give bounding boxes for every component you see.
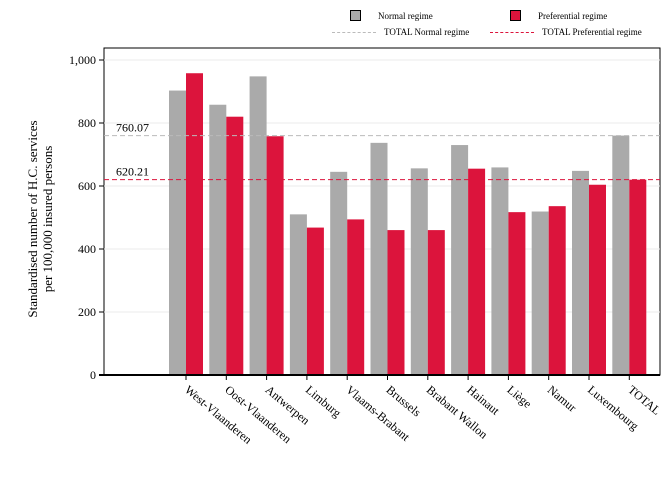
bar-normal — [249, 76, 267, 375]
legend-item-preferential: Preferential regime — [510, 10, 607, 21]
legend-swatch-preferential — [510, 10, 521, 21]
bar-preferential — [508, 212, 526, 375]
bar-normal — [289, 214, 307, 375]
bar-normal — [410, 168, 428, 375]
x-tick-label: Liège — [504, 383, 534, 411]
bar-normal — [491, 167, 509, 375]
reference-line-label: 760.07 — [116, 121, 149, 135]
bar-normal — [209, 104, 227, 375]
bar-normal — [330, 171, 348, 375]
bar-preferential — [186, 73, 203, 375]
bar-preferential — [387, 230, 405, 375]
legend-swatch-normal — [350, 10, 361, 21]
legend-item-total-preferential: TOTAL Preferential regime — [490, 27, 642, 37]
bar-preferential — [629, 179, 647, 375]
legend-item-total-normal: TOTAL Normal regime — [332, 27, 469, 37]
y-tick-label: 200 — [78, 305, 96, 319]
bar-preferential — [589, 184, 606, 375]
bar-preferential — [468, 168, 486, 375]
bar-normal — [451, 145, 469, 375]
bar-normal — [531, 211, 549, 375]
bar-preferential — [226, 116, 244, 375]
bar-preferential — [347, 219, 365, 375]
y-tick-label: 600 — [78, 179, 96, 193]
y-tick-label: 0 — [90, 368, 96, 382]
reference-line-label: 620.21 — [116, 165, 149, 179]
legend: Normal regime Preferential regime TOTAL … — [330, 8, 665, 42]
bar-preferential — [548, 206, 566, 375]
bar-preferential — [427, 230, 445, 375]
legend-label-total-normal: TOTAL Normal regime — [384, 27, 470, 37]
bar-normal — [169, 90, 186, 376]
bar-preferential — [306, 227, 324, 375]
bar-normal — [612, 135, 630, 375]
bar-normal — [572, 170, 589, 375]
legend-dash-total-preferential — [490, 31, 534, 33]
legend-item-normal: Normal regime — [350, 10, 433, 21]
legend-label-normal: Normal regime — [378, 10, 433, 21]
y-tick-label: 800 — [78, 116, 96, 130]
y-tick-label: 400 — [78, 242, 96, 256]
bar-normal — [370, 142, 388, 375]
legend-label-preferential: Preferential regime — [538, 10, 608, 21]
legend-dash-total-normal — [332, 31, 376, 33]
legend-label-total-preferential: TOTAL Preferential regime — [542, 27, 642, 37]
y-tick-label: 1,000 — [69, 53, 96, 67]
x-tick-label: Namur — [545, 383, 580, 415]
bar-preferential — [266, 136, 284, 375]
